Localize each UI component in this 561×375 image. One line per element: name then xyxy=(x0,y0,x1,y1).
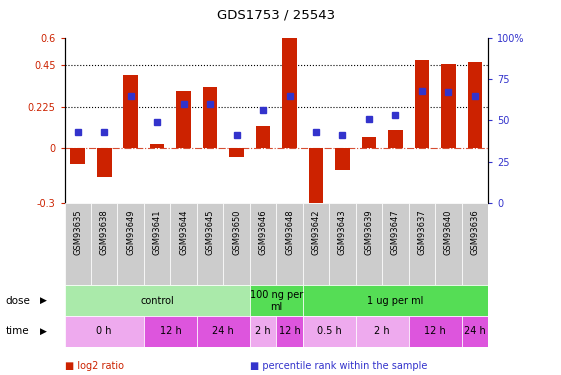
Bar xyxy=(71,148,85,164)
Text: 24 h: 24 h xyxy=(213,327,234,336)
Text: ▶: ▶ xyxy=(40,296,47,305)
Bar xyxy=(171,203,197,285)
Bar xyxy=(329,203,356,285)
Text: ■ log2 ratio: ■ log2 ratio xyxy=(65,361,123,371)
Text: GSM93635: GSM93635 xyxy=(73,210,82,255)
Bar xyxy=(256,126,270,148)
Bar xyxy=(435,203,462,285)
Text: 1 ug per ml: 1 ug per ml xyxy=(367,296,424,306)
Bar xyxy=(117,203,144,285)
Text: 0 h: 0 h xyxy=(96,327,112,336)
Text: GSM93650: GSM93650 xyxy=(232,210,241,255)
Text: 12 h: 12 h xyxy=(279,327,300,336)
Text: ▶: ▶ xyxy=(40,327,47,336)
Bar xyxy=(467,62,482,148)
Bar xyxy=(65,203,91,285)
Text: control: control xyxy=(140,296,174,306)
Text: GSM93641: GSM93641 xyxy=(153,210,162,255)
Bar xyxy=(150,144,164,148)
Text: 24 h: 24 h xyxy=(464,327,486,336)
Bar xyxy=(309,148,323,212)
Bar xyxy=(408,203,435,285)
Bar xyxy=(276,203,303,285)
Text: GSM93636: GSM93636 xyxy=(470,210,479,255)
Text: GSM93646: GSM93646 xyxy=(259,210,268,255)
Bar xyxy=(123,75,138,148)
Text: 2 h: 2 h xyxy=(255,327,271,336)
Bar xyxy=(203,87,218,148)
Bar xyxy=(144,316,197,347)
Text: GSM93638: GSM93638 xyxy=(100,210,109,255)
Bar xyxy=(462,203,488,285)
Bar xyxy=(276,316,303,347)
Bar xyxy=(303,203,329,285)
Bar xyxy=(176,91,191,148)
Bar xyxy=(197,316,250,347)
Text: 12 h: 12 h xyxy=(424,327,446,336)
Bar xyxy=(335,148,350,170)
Bar xyxy=(250,285,303,316)
Bar xyxy=(197,203,223,285)
Text: 100 ng per
ml: 100 ng per ml xyxy=(250,290,303,312)
Bar xyxy=(65,285,250,316)
Bar xyxy=(362,137,376,148)
Text: time: time xyxy=(6,327,29,336)
Bar xyxy=(223,203,250,285)
Text: dose: dose xyxy=(6,296,30,306)
Bar xyxy=(408,316,462,347)
Text: GDS1753 / 25543: GDS1753 / 25543 xyxy=(217,8,335,21)
Bar xyxy=(356,316,408,347)
Bar xyxy=(144,203,171,285)
Bar xyxy=(282,20,297,148)
Bar xyxy=(462,316,488,347)
Bar xyxy=(303,285,488,316)
Text: ■ percentile rank within the sample: ■ percentile rank within the sample xyxy=(250,361,427,371)
Text: GSM93640: GSM93640 xyxy=(444,210,453,255)
Bar xyxy=(250,316,276,347)
Text: GSM93645: GSM93645 xyxy=(206,210,215,255)
Text: 0.5 h: 0.5 h xyxy=(317,327,342,336)
Bar xyxy=(91,203,117,285)
Bar xyxy=(382,203,408,285)
Text: GSM93649: GSM93649 xyxy=(126,210,135,255)
Bar xyxy=(303,316,356,347)
Text: GSM93644: GSM93644 xyxy=(179,210,188,255)
Bar xyxy=(229,148,244,157)
Bar xyxy=(250,203,276,285)
Text: GSM93637: GSM93637 xyxy=(417,210,426,255)
Bar xyxy=(97,148,112,177)
Text: GSM93643: GSM93643 xyxy=(338,210,347,255)
Bar xyxy=(65,316,144,347)
Bar xyxy=(356,203,382,285)
Text: 2 h: 2 h xyxy=(374,327,390,336)
Text: GSM93639: GSM93639 xyxy=(365,210,374,255)
Text: GSM93642: GSM93642 xyxy=(311,210,320,255)
Bar xyxy=(441,63,456,148)
Text: GSM93648: GSM93648 xyxy=(285,210,294,255)
Bar xyxy=(388,129,403,148)
Text: 12 h: 12 h xyxy=(159,327,181,336)
Bar xyxy=(415,60,429,148)
Text: GSM93647: GSM93647 xyxy=(391,210,400,255)
